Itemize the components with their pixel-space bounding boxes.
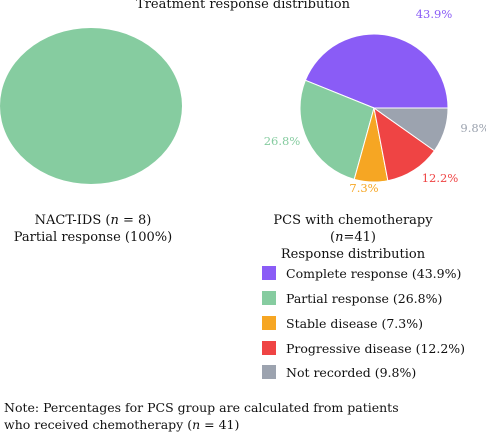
- footnote-line2: who received chemotherapy (n = 41): [4, 416, 484, 433]
- legend-label: Progressive disease (12.2%): [286, 340, 466, 356]
- legend-item-not-recorded: Not recorded (9.8%): [262, 362, 416, 382]
- legend-swatch: [262, 365, 276, 379]
- legend-item-partial: Partial response (26.8%): [262, 288, 442, 308]
- legend-swatch: [262, 266, 276, 280]
- footnote-line1: Note: Percentages for PCS group are calc…: [4, 400, 399, 415]
- left-caption-prefix: NACT-IDS (: [34, 213, 111, 228]
- legend-label: Stable disease (7.3%): [286, 315, 423, 331]
- footnote-n: n: [192, 417, 201, 432]
- footnote: Note: Percentages for PCS group are calc…: [4, 399, 484, 433]
- footnote-prefix: who received chemotherapy (: [4, 417, 193, 432]
- legend-swatch: [262, 341, 276, 355]
- data-label-partial-response: 26.8%: [264, 134, 301, 148]
- legend-label: Complete response (43.9%): [286, 265, 462, 281]
- chart-title: Treatment response distribution: [136, 0, 350, 12]
- right-caption-suffix: =41): [343, 230, 376, 245]
- legend-swatch: [262, 316, 276, 330]
- data-label-stable-disease: 7.3%: [349, 181, 378, 195]
- footnote-suffix: = 41): [200, 417, 240, 432]
- left-caption-n: n: [110, 213, 119, 228]
- legend-swatch: [262, 291, 276, 305]
- legend-label: Not recorded (9.8%): [286, 364, 417, 380]
- data-label-complete-response: 43.9%: [416, 7, 453, 21]
- right-pie-caption: PCS with chemotherapy (n=41) Response di…: [262, 212, 444, 263]
- left-caption-suffix: = 8): [118, 213, 152, 228]
- pie-slice-complete-response: [304, 33, 449, 109]
- right-caption-line2: Response distribution: [280, 247, 426, 262]
- legend-label: Partial response (26.8%): [286, 290, 443, 306]
- right-caption-prefix: PCS with chemotherapy (: [273, 213, 433, 245]
- right-caption-n: n: [335, 230, 344, 245]
- legend-item-complete: Complete response (43.9%): [262, 263, 461, 283]
- pie-slice-not-recorded: [372, 107, 449, 152]
- left-caption-line1: NACT-IDS (n = 8): [0, 212, 186, 229]
- left-pie-caption: NACT-IDS (n = 8) Partial response (100%): [0, 212, 186, 246]
- right-caption-line1: PCS with chemotherapy (n=41): [262, 212, 444, 246]
- left-caption-line2: Partial response (100%): [13, 230, 173, 245]
- data-label-not-recorded: 9.8%: [460, 121, 486, 135]
- legend-item-stable: Stable disease (7.3%): [262, 313, 423, 333]
- pie-slice-partial-response: [299, 79, 375, 180]
- pie-slice-partial-response: [0, 28, 182, 184]
- legend-item-progressive: Progressive disease (12.2%): [262, 338, 465, 358]
- data-label-progressive-disease: 12.2%: [422, 171, 459, 185]
- pie-charts: 43.9% 26.8% 7.3% 12.2% 9.8%: [0, 7, 486, 195]
